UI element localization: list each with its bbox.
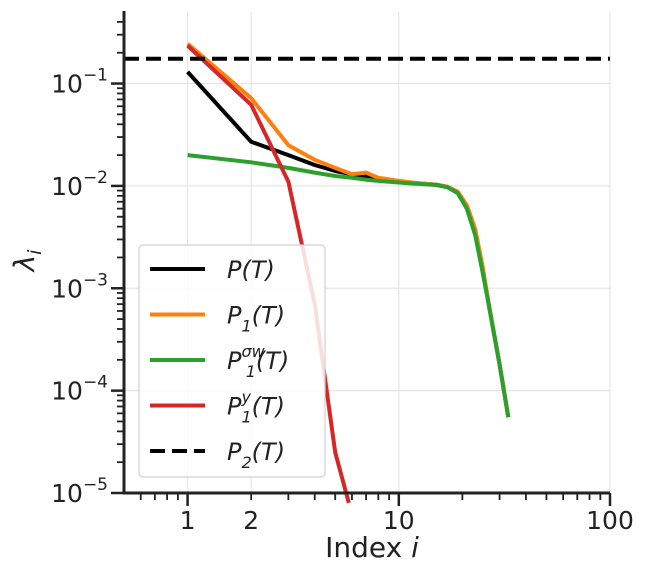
series-lines — [124, 42, 610, 504]
x-tick-label: 10 — [383, 506, 415, 535]
y-tick-label: 10−5 — [51, 475, 108, 508]
axes — [111, 11, 612, 506]
x-tick-label: 1 — [180, 506, 196, 535]
series-line — [187, 153, 511, 418]
y-tick-label: 10−1 — [51, 66, 108, 99]
y-tick-label: 10−2 — [51, 168, 108, 201]
legend-label: Pσw 1(T) — [227, 342, 289, 381]
y-tick-label: 10−4 — [51, 373, 108, 406]
series-line — [186, 44, 351, 504]
x-tick-label: 100 — [586, 506, 634, 535]
legend-label: P1(T) — [227, 302, 285, 336]
legend-frame — [138, 244, 326, 478]
y-tick-label: 10−3 — [51, 270, 108, 303]
legend-label: P(T) — [227, 256, 275, 284]
x-tick-label: 2 — [243, 506, 259, 535]
legend-label: P2(T) — [227, 438, 285, 472]
x-axis-title: Index i — [325, 531, 419, 564]
legend: P(T) P1(T) Pσw 1(T) Py 1(T) P2(T) — [138, 244, 326, 478]
legend-label: Py 1(T) — [227, 388, 285, 427]
tick-labels: 1 2 10 100 10−1 10−2 10−3 10−4 10−5 — [51, 66, 634, 535]
y-axis-title: λi — [8, 249, 46, 274]
